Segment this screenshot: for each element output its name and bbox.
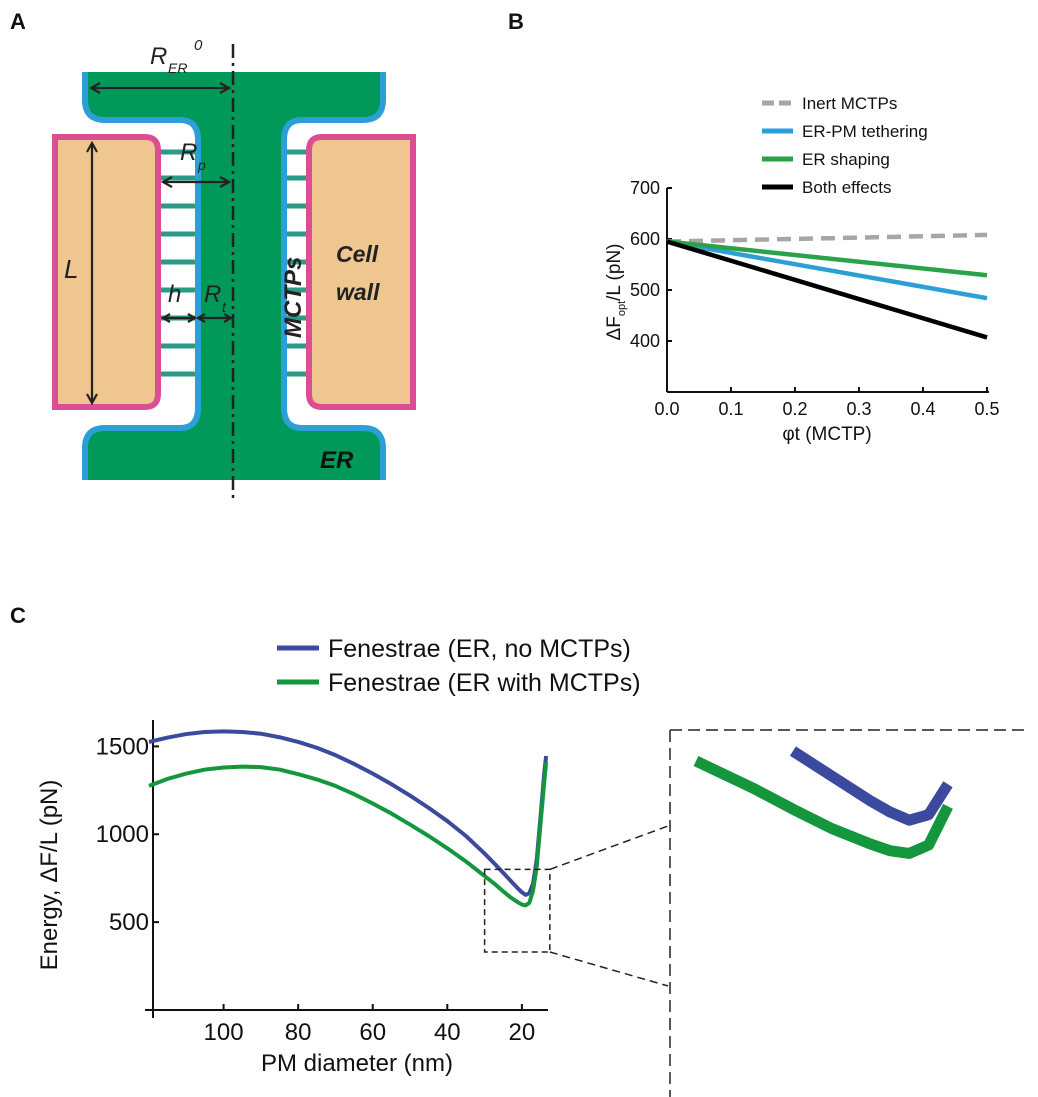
y-tick-label: 500 bbox=[630, 280, 660, 300]
x-tick-label: 40 bbox=[434, 1019, 461, 1046]
legend-label: Fenestrae (ER, no MCTPs) bbox=[328, 635, 631, 663]
zoom-connector bbox=[549, 825, 669, 871]
x-tick-label: 0.2 bbox=[782, 399, 807, 419]
y-tick-label: 1500 bbox=[96, 733, 149, 760]
cell-wall-right bbox=[306, 134, 416, 410]
x-tick-label: 60 bbox=[359, 1019, 386, 1046]
legend-label: Both effects bbox=[802, 178, 891, 197]
h-label: h bbox=[168, 281, 181, 308]
panel-label-a: A bbox=[10, 9, 26, 34]
cell-wall-label: Cell bbox=[336, 241, 379, 267]
zoom-connector bbox=[549, 951, 669, 987]
x-tick-label: 20 bbox=[509, 1019, 536, 1046]
chart-c: 100 80 60 40 20 500 1000 1500 PM diameter (nm) En… bbox=[36, 635, 1030, 1097]
r-er-superscript: 0 bbox=[194, 37, 203, 54]
legend-label: Inert MCTPs bbox=[802, 94, 897, 113]
rt-label: R bbox=[204, 281, 221, 308]
x-tick-label: 0.5 bbox=[974, 399, 999, 419]
x-tick-label: 0.0 bbox=[654, 399, 679, 419]
inset-series-line bbox=[693, 756, 953, 859]
inset-series-line bbox=[789, 746, 953, 826]
y-axis-label: ΔFopt/L (pN) bbox=[604, 244, 628, 341]
dimension-arrows bbox=[86, 82, 234, 406]
series-line bbox=[666, 232, 988, 244]
y-tick-label: 700 bbox=[630, 178, 660, 198]
x-tick-label: 100 bbox=[204, 1019, 244, 1046]
mctps-label: MCTPs bbox=[280, 257, 307, 338]
er-membrane bbox=[82, 72, 201, 480]
series-line bbox=[148, 761, 549, 908]
y-tick-label: 500 bbox=[109, 909, 149, 936]
x-axis-label: φt (MCTP) bbox=[782, 424, 871, 445]
r-er-label: R bbox=[150, 43, 167, 70]
x-tick-label: 0.4 bbox=[910, 399, 935, 419]
x-tick-label: 0.1 bbox=[718, 399, 743, 419]
rt-subscript: t bbox=[222, 299, 227, 315]
y-axis-label: Energy, ΔF/L (pN) bbox=[36, 780, 63, 971]
y-tick-label: 600 bbox=[630, 229, 660, 249]
legend-label: ER-PM tethering bbox=[802, 122, 928, 141]
er-label: ER bbox=[320, 447, 354, 474]
er-body bbox=[85, 72, 383, 480]
y-tick-label: 1000 bbox=[96, 821, 149, 848]
rp-label: R bbox=[180, 139, 197, 166]
x-tick-label: 0.3 bbox=[846, 399, 871, 419]
cell-wall-left bbox=[52, 134, 161, 410]
series-line bbox=[666, 239, 988, 301]
cell-wall-label: wall bbox=[336, 279, 380, 305]
legend-label: ER shaping bbox=[802, 150, 890, 169]
length-label: L bbox=[64, 254, 78, 284]
x-tick-label: 80 bbox=[285, 1019, 312, 1046]
series-line bbox=[666, 239, 988, 340]
er-membrane bbox=[281, 72, 386, 480]
panel-label-c: C bbox=[10, 603, 26, 628]
series-line bbox=[666, 239, 988, 278]
panel-label-b: B bbox=[508, 9, 524, 34]
x-axis-label: PM diameter (nm) bbox=[261, 1050, 453, 1077]
chart-b: 0.0 0.1 0.2 0.3 0.4 0.5 400 500 600 700 φt (MCTP) Δ… bbox=[604, 94, 1000, 445]
y-tick-label: 400 bbox=[630, 331, 660, 351]
series-line bbox=[148, 729, 549, 897]
legend-label: Fenestrae (ER with MCTPs) bbox=[328, 669, 641, 697]
er-pore-diagram: R ER 0 R p L h R t MCTPs Cell wall ER bbox=[52, 37, 416, 500]
rp-subscript: p bbox=[197, 157, 206, 173]
zoom-box bbox=[483, 868, 551, 953]
r-er-subscript: ER bbox=[168, 60, 187, 76]
